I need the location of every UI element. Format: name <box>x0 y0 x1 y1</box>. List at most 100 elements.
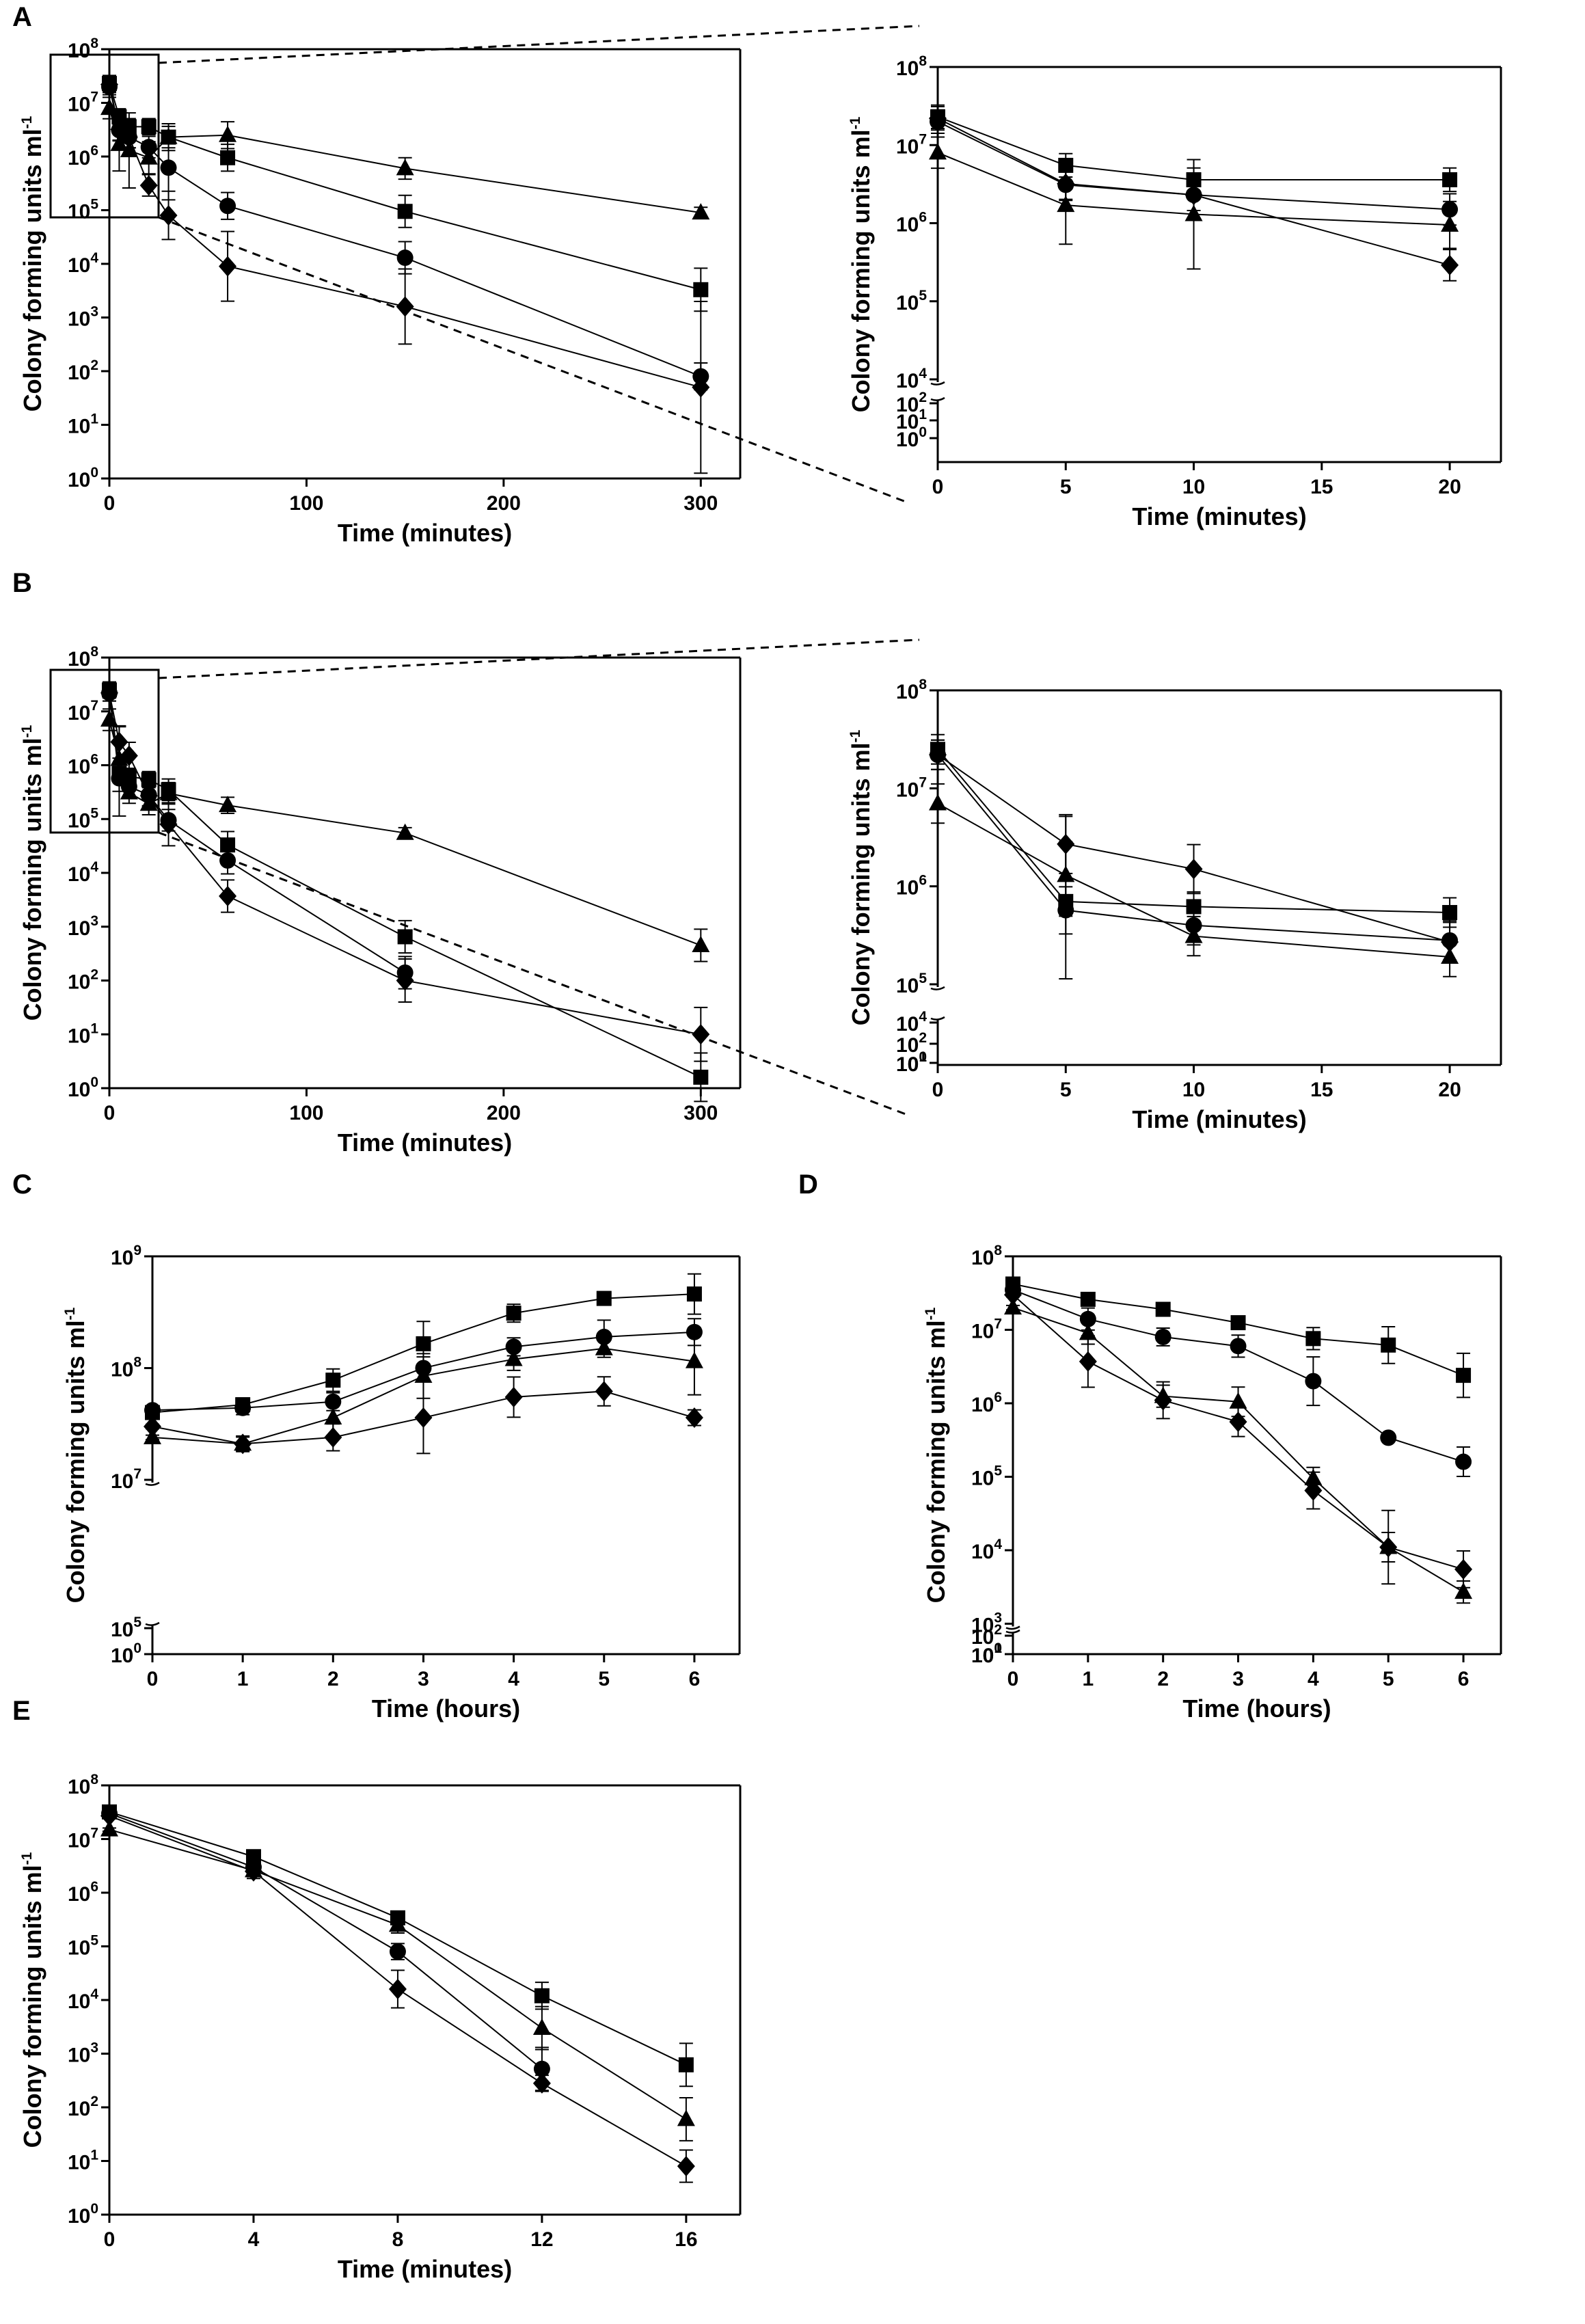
series-line <box>109 1813 543 2070</box>
marker-triangle <box>396 823 414 840</box>
x-tick-label: 5 <box>1060 1079 1072 1101</box>
marker-diamond <box>159 813 178 835</box>
marker-triangle <box>219 796 237 813</box>
marker-diamond <box>1057 833 1075 854</box>
marker-diamond <box>532 2072 551 2094</box>
y-tick-label: 105 <box>896 288 927 314</box>
axis-break-mark <box>930 396 945 401</box>
zoom-box <box>49 668 160 834</box>
y-tick-label: 106 <box>896 873 927 900</box>
zoom-box <box>49 53 160 219</box>
x-tick-label: 5 <box>598 1668 610 1690</box>
marker-diamond <box>677 2156 695 2177</box>
y-tick-label: 101 <box>68 2148 98 2174</box>
y-tick-label: 104 <box>68 250 98 277</box>
x-tick-label: 15 <box>1310 476 1333 498</box>
axis-break-mark <box>930 1016 945 1021</box>
y-tick-label: 106 <box>971 1390 1002 1416</box>
series-triangle <box>929 136 1459 270</box>
axis-break-mark <box>930 381 945 386</box>
y-tick-label: 107 <box>111 1466 141 1493</box>
marker-diamond <box>1184 859 1203 880</box>
series-circle <box>101 684 414 990</box>
x-tick-label: 0 <box>932 1079 944 1101</box>
y-tick-label: 108 <box>896 53 927 80</box>
x-axis-title: Time (minutes) <box>1132 502 1306 530</box>
marker-triangle <box>1184 204 1203 221</box>
marker-square <box>397 204 413 219</box>
marker-diamond <box>1229 1411 1247 1433</box>
x-tick-label: 100 <box>289 1102 323 1124</box>
marker-triangle <box>1004 1298 1022 1315</box>
marker-triangle <box>414 1366 433 1383</box>
marker-diamond <box>1079 1351 1097 1372</box>
x-axis-title: Time (minutes) <box>338 1129 512 1157</box>
y-tick-label: 104 <box>68 1986 98 2013</box>
x-tick-label: 12 <box>530 2228 553 2251</box>
x-tick-label: 200 <box>487 492 521 515</box>
y-tick-label: 102 <box>68 967 98 994</box>
zoom-connector <box>158 831 906 1116</box>
x-tick-label: 5 <box>1383 1668 1394 1690</box>
marker-circle <box>160 159 177 176</box>
x-axis-title: Time (minutes) <box>1132 1105 1306 1133</box>
x-tick-label: 16 <box>675 2228 697 2251</box>
y-axis-title: Colony forming units ml-1 <box>18 725 46 1021</box>
y-tick-label: 104 <box>896 366 927 392</box>
y-tick-label: 108 <box>896 677 927 703</box>
y-tick-label: 105 <box>111 1614 141 1641</box>
x-tick-label: 2 <box>1157 1668 1169 1690</box>
series-line <box>109 690 701 1078</box>
marker-square <box>141 119 157 135</box>
x-tick-label: 2 <box>327 1668 339 1690</box>
marker-square <box>596 1291 612 1306</box>
marker-circle <box>1380 1429 1397 1446</box>
marker-square <box>506 1306 521 1321</box>
marker-square <box>416 1336 431 1351</box>
x-axis-title: Time (hours) <box>372 1694 520 1722</box>
series-line <box>937 116 1450 180</box>
marker-diamond <box>929 744 947 766</box>
series-circle <box>101 1805 550 2092</box>
y-tick-label: 105 <box>68 805 98 832</box>
x-tick-label: 0 <box>1007 1668 1019 1690</box>
marker-circle <box>234 1399 252 1416</box>
marker-square <box>1080 1291 1096 1307</box>
x-tick-label: 20 <box>1438 476 1461 498</box>
y-tick-label: 103 <box>68 304 98 331</box>
marker-triangle <box>388 1915 407 1932</box>
y-tick-label: 100 <box>68 465 98 491</box>
marker-square <box>678 2057 694 2072</box>
marker-diamond <box>1454 1558 1473 1580</box>
marker-triangle <box>595 1338 613 1355</box>
x-tick-label: 0 <box>932 476 944 498</box>
marker-diamond <box>685 1407 703 1429</box>
x-tick-label: 10 <box>1182 1079 1205 1101</box>
y-tick-label: 109 <box>111 1243 141 1269</box>
marker-square <box>325 1373 341 1388</box>
y-tick-label: 105 <box>68 197 98 224</box>
marker-square <box>397 929 413 945</box>
marker-diamond <box>324 1427 342 1448</box>
marker-diamond <box>504 1386 523 1407</box>
x-tick-label: 0 <box>104 1102 116 1124</box>
marker-triangle <box>1454 1582 1473 1599</box>
y-tick-label: 108 <box>971 1243 1002 1269</box>
y-tick-label: 107 <box>896 131 927 158</box>
series-diamond <box>144 1376 703 1455</box>
marker-diamond <box>396 970 414 991</box>
series-circle <box>1005 1282 1472 1478</box>
marker-diamond <box>120 745 138 766</box>
x-axis-title: Time (minutes) <box>338 2255 512 2283</box>
y-tick-label: 106 <box>896 210 927 237</box>
marker-triangle <box>532 2018 551 2036</box>
y-tick-label: 104 <box>68 859 98 886</box>
marker-circle <box>533 2060 550 2077</box>
marker-circle <box>219 198 236 215</box>
axis-break-mark <box>930 986 945 990</box>
marker-diamond <box>139 785 158 807</box>
marker-triangle <box>100 1820 118 1837</box>
y-tick-label: 105 <box>68 1933 98 1960</box>
y-tick-label: 106 <box>68 752 98 779</box>
